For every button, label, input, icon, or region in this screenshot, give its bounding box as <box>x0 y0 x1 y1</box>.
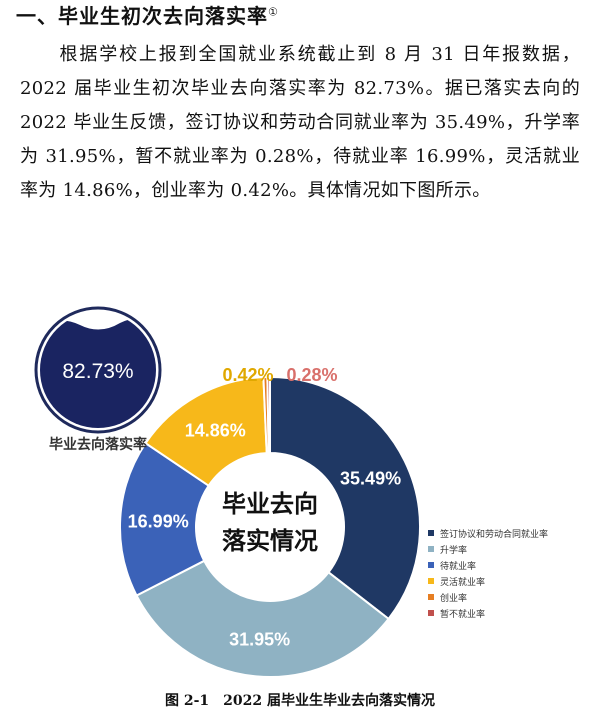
legend-label-5: 暂不就业率 <box>440 608 485 620</box>
donut-slice-5 <box>266 375 271 455</box>
legend-swatch-3 <box>428 578 434 584</box>
legend-label-2: 待就业率 <box>440 560 476 572</box>
rate-badge: 82.73% <box>34 306 162 434</box>
legend-label-4: 创业率 <box>440 592 467 604</box>
slice-labels: 35.49% 31.95% 16.99% 14.86% 0.42% 0.28% <box>128 365 401 650</box>
donut-slice-0 <box>269 375 421 621</box>
slice-label-0: 35.49% <box>340 469 401 489</box>
section-title: 一、毕业生初次去向落实率① <box>16 0 279 29</box>
slice-label-2: 16.99% <box>128 511 189 531</box>
legend-swatch-0 <box>428 530 434 536</box>
donut-slice-1 <box>135 559 390 678</box>
center-title-line2: 落实情况 <box>222 527 318 555</box>
legend-label-1: 升学率 <box>440 544 467 556</box>
legend-swatch-2 <box>428 562 434 568</box>
rate-badge-label: 毕业去向落实率 <box>49 437 147 453</box>
legend-swatch-4 <box>428 594 434 600</box>
section-title-text: 一、毕业生初次去向落实率 <box>16 4 268 28</box>
donut-chart <box>119 375 421 678</box>
legend-label-3: 灵活就业率 <box>440 576 485 588</box>
slice-label-3: 14.86% <box>185 420 246 440</box>
legend-swatch-5 <box>428 610 434 616</box>
footnote-mark: ① <box>268 5 279 19</box>
paragraph-text: 根据学校上报到全国就业系统截止到 8 月 31 日年报数据，2022 届毕业生初… <box>20 44 580 201</box>
rate-badge-value: 82.73% <box>62 360 133 383</box>
legend-label-0: 签订协议和劳动合同就业率 <box>440 528 548 540</box>
slice-label-1: 31.95% <box>229 630 290 650</box>
slice-label-4: 0.42% <box>222 365 273 385</box>
slice-label-5: 0.28% <box>286 365 337 385</box>
rate-badge-fill <box>40 318 156 428</box>
figure-caption: 图 2-1 2022 届毕业生毕业去向落实情况 <box>164 693 435 709</box>
body-paragraph: 根据学校上报到全国就业系统截止到 8 月 31 日年报数据，2022 届毕业生初… <box>20 38 580 208</box>
center-title-line1: 毕业去向 <box>222 490 318 518</box>
center-title: 毕业去向 落实情况 <box>222 490 318 555</box>
placement-chart: 82.73% 35.49% 31.95% 16.99% 14.86% 0.42% 0.28… <box>34 306 548 678</box>
legend-swatch-1 <box>428 546 434 552</box>
